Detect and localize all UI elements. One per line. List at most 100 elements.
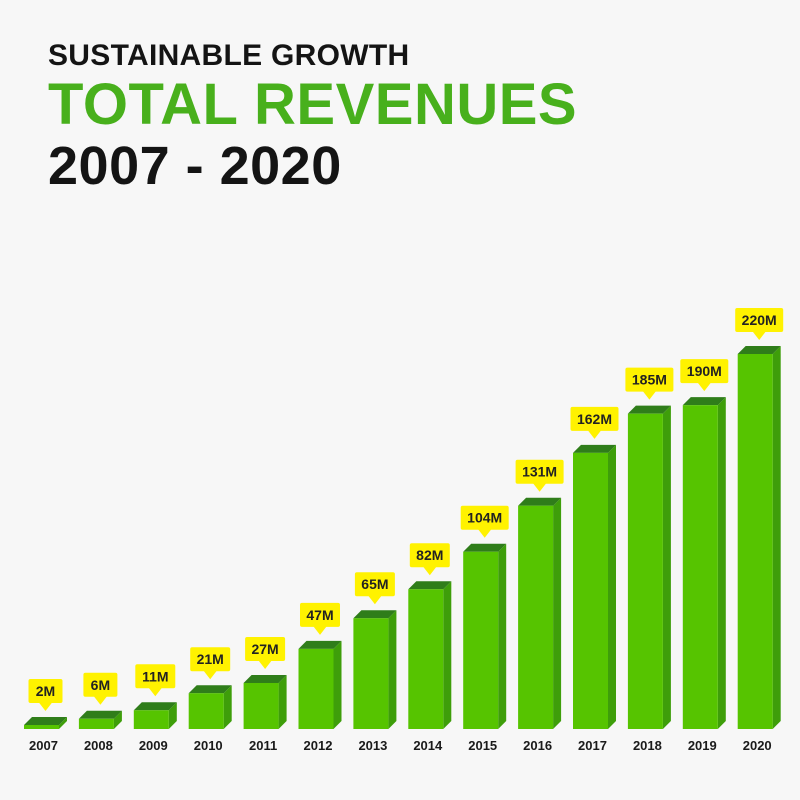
bar-top-2019 <box>682 397 726 406</box>
data-label-2010: 21M <box>190 647 231 680</box>
chart-subtitle: SUSTAINABLE GROWTH <box>48 39 410 72</box>
bar-2007 <box>24 725 59 729</box>
bar-group-2018 <box>627 405 671 729</box>
bar-top-2012 <box>298 640 342 649</box>
data-label-2019: 190M <box>680 359 729 392</box>
bar-2017 <box>573 452 608 729</box>
data-label-2016: 131M <box>515 459 564 492</box>
bar-side-2010 <box>223 685 232 729</box>
data-label-2018: 185M <box>625 367 674 400</box>
data-label-2008: 6M <box>83 672 118 705</box>
title-block: SUSTAINABLE GROWTH TOTAL REVENUES 2007 -… <box>48 38 577 196</box>
bar-side-2019 <box>717 397 726 729</box>
data-label-text: 131M <box>522 464 557 480</box>
bar-top-2018 <box>627 405 671 414</box>
x-tick-2016: 2016 <box>523 738 552 753</box>
bar-2014 <box>408 589 444 729</box>
data-label-text: 190M <box>687 363 722 379</box>
bar-top-2016 <box>518 497 562 506</box>
bar-2016 <box>518 505 554 729</box>
x-tick-2008: 2008 <box>84 738 113 753</box>
bar-side-2015 <box>498 543 507 729</box>
bar-2015 <box>463 551 499 729</box>
x-tick-2020: 2020 <box>743 738 772 753</box>
data-label-text: 21M <box>197 651 224 667</box>
data-label-text: 220M <box>742 312 777 328</box>
bar-side-2011 <box>278 674 287 729</box>
x-tick-2010: 2010 <box>194 738 223 753</box>
bar-top-2014 <box>408 581 452 590</box>
bar-group-2009 <box>133 702 177 729</box>
bar-2011 <box>243 682 279 729</box>
data-label-bg <box>570 406 619 431</box>
data-label-bg <box>680 359 729 384</box>
data-label-pointer <box>148 687 163 697</box>
data-label-pointer <box>477 528 492 538</box>
bar-side-2007 <box>59 717 67 729</box>
data-label-text: 185M <box>632 372 667 388</box>
data-label-bg <box>460 505 509 530</box>
bar-side-2008 <box>113 710 122 729</box>
bar-group-2019 <box>682 397 726 729</box>
bar-2013 <box>353 618 389 729</box>
data-label-2012: 47M <box>300 602 340 635</box>
bar-2008 <box>78 718 114 729</box>
data-label-bg <box>354 572 395 597</box>
bar-top-2007 <box>24 717 67 725</box>
chart-title: TOTAL REVENUES <box>48 72 578 137</box>
data-label-bg <box>300 602 340 627</box>
data-label-2014: 82M <box>409 543 450 576</box>
data-label-text: 2M <box>36 683 55 699</box>
data-label-text: 47M <box>306 607 333 623</box>
bar-side-2020 <box>772 346 781 729</box>
bar-top-2013 <box>353 610 397 619</box>
data-label-2017: 162M <box>570 406 619 439</box>
bar-side-2013 <box>388 610 397 729</box>
data-label-2020: 220M <box>735 308 784 340</box>
data-label-pointer <box>367 595 382 605</box>
bar-2019 <box>682 405 718 729</box>
bar-side-2009 <box>168 702 177 729</box>
data-label-2015: 104M <box>460 505 509 538</box>
data-label-pointer <box>642 390 657 400</box>
bar-top-2011 <box>243 674 287 683</box>
x-tick-2015: 2015 <box>468 738 497 753</box>
data-label-text: 11M <box>142 668 168 684</box>
data-label-2009: 11M <box>135 664 176 697</box>
data-label-text: 27M <box>251 641 278 657</box>
data-label-bg <box>245 636 286 661</box>
bar-group-2014 <box>408 581 452 729</box>
bar-top-2010 <box>188 685 232 694</box>
data-label-bg <box>190 647 231 672</box>
data-label-pointer <box>93 695 108 705</box>
data-label-text: 6M <box>91 677 110 693</box>
bar-2018 <box>627 413 663 729</box>
bar-group-2012 <box>298 640 342 729</box>
data-label-bg <box>735 308 784 332</box>
bar-group-2020 <box>737 346 781 729</box>
bar-top-2020 <box>737 346 781 354</box>
data-label-bg <box>135 664 176 689</box>
bar-top-2008 <box>78 710 122 719</box>
data-label-bg <box>625 367 674 392</box>
data-label-pointer <box>532 482 547 492</box>
x-tick-2011: 2011 <box>249 738 277 753</box>
data-label-2013: 65M <box>354 572 395 605</box>
bar-top-2009 <box>133 702 177 711</box>
data-label-text: 82M <box>416 547 443 563</box>
bar-group-2017 <box>573 444 616 729</box>
bar-group-2011 <box>243 674 287 729</box>
x-tick-2007: 2007 <box>29 738 58 753</box>
chart-period: 2007 - 2020 <box>48 136 342 196</box>
bar-2009 <box>133 710 169 729</box>
data-label-text: 162M <box>577 411 612 427</box>
bar-group-2016 <box>518 497 562 729</box>
x-tick-2009: 2009 <box>139 738 168 753</box>
x-tick-2012: 2012 <box>304 738 333 753</box>
data-label-pointer <box>203 670 218 680</box>
bar-side-2012 <box>333 640 342 729</box>
x-tick-2014: 2014 <box>413 738 443 753</box>
x-tick-2019: 2019 <box>688 738 717 753</box>
x-tick-2013: 2013 <box>358 738 387 753</box>
